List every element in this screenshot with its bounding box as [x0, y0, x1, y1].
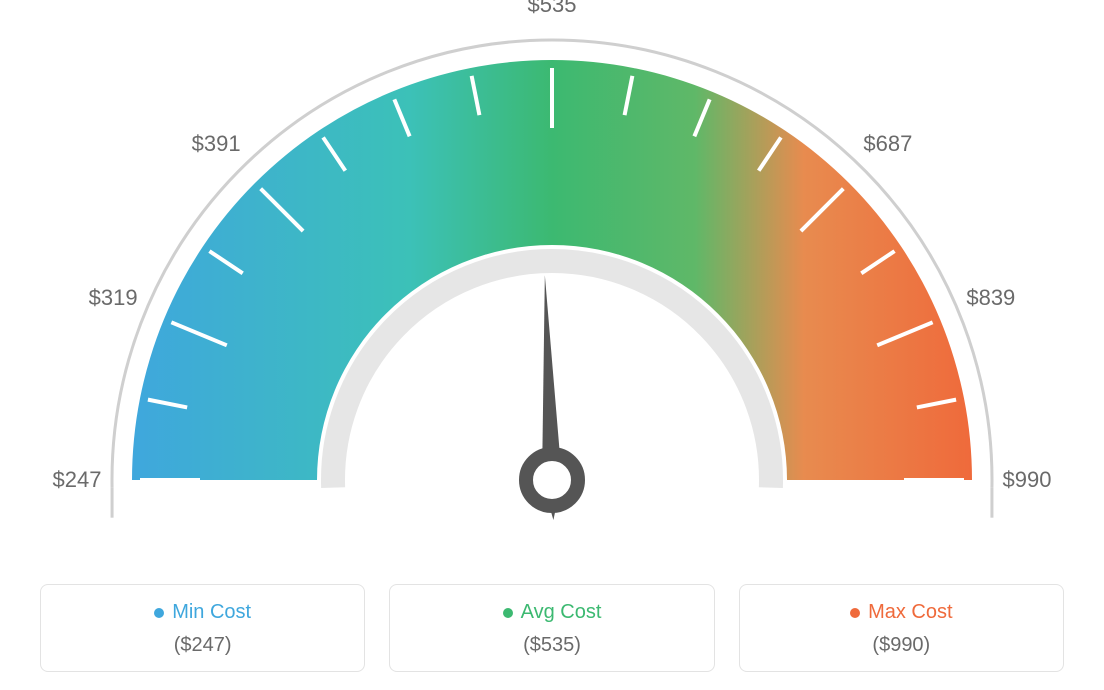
legend-value-min: ($247): [51, 634, 354, 657]
legend-card-max: Max Cost ($990): [739, 584, 1064, 672]
dot-icon: [850, 608, 860, 618]
gauge-tick-label: $391: [192, 131, 241, 157]
gauge-tick-label: $990: [1003, 467, 1052, 493]
legend-title-min: Min Cost: [154, 601, 251, 624]
gauge-tick-label: $535: [528, 0, 577, 18]
dot-icon: [154, 608, 164, 618]
dot-icon: [503, 608, 513, 618]
gauge-tick-label: $839: [966, 285, 1015, 311]
legend-value-max: ($990): [750, 634, 1053, 657]
gauge-tick-label: $247: [53, 467, 102, 493]
legend-card-avg: Avg Cost ($535): [389, 584, 714, 672]
legend-title-text: Max Cost: [868, 601, 952, 624]
legend-card-min: Min Cost ($247): [40, 584, 365, 672]
gauge-svg: [0, 0, 1104, 560]
legend-row: Min Cost ($247) Avg Cost ($535) Max Cost…: [0, 584, 1104, 672]
legend-title-text: Min Cost: [172, 601, 251, 624]
legend-value-avg: ($535): [400, 634, 703, 657]
gauge-chart: $247 $319 $391 $535 $687 $839 $990: [0, 0, 1104, 560]
legend-title-text: Avg Cost: [521, 601, 602, 624]
gauge-tick-label: $319: [89, 285, 138, 311]
legend-title-avg: Avg Cost: [503, 601, 602, 624]
legend-title-max: Max Cost: [850, 601, 952, 624]
gauge-tick-label: $687: [863, 131, 912, 157]
